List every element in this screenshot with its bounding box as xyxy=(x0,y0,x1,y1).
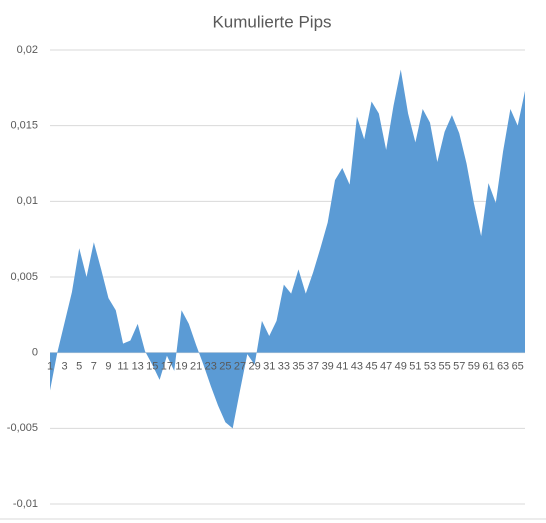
x-tick-label: 7 xyxy=(91,361,97,373)
area xyxy=(50,69,525,429)
x-tick-label: 31 xyxy=(263,361,275,373)
x-tick-label: 49 xyxy=(395,361,407,373)
x-tick-label: 21 xyxy=(190,361,202,373)
x-tick-label: 3 xyxy=(62,361,68,373)
x-tick-label: 43 xyxy=(351,361,363,373)
x-tick-label: 57 xyxy=(453,361,465,373)
x-tick-label: 61 xyxy=(482,361,494,373)
x-tick-label: 63 xyxy=(497,361,509,373)
x-tick-label: 45 xyxy=(365,361,377,373)
x-tick-label: 1 xyxy=(47,361,53,373)
x-tick-label: 33 xyxy=(278,361,290,373)
x-tick-label: 59 xyxy=(468,361,480,373)
chart-title: Kumulierte Pips xyxy=(212,12,331,31)
y-tick-label: -0,005 xyxy=(7,422,38,434)
x-tick-label: 47 xyxy=(380,361,392,373)
x-tick-label: 39 xyxy=(322,361,334,373)
x-tick-label: 51 xyxy=(409,361,421,373)
x-tick-label: 35 xyxy=(292,361,304,373)
x-tick-label: 53 xyxy=(424,361,436,373)
x-tick-label: 11 xyxy=(117,361,128,373)
y-tick-label: -0,01 xyxy=(13,498,38,510)
x-tick-label: 9 xyxy=(105,361,111,373)
x-tick-label: 25 xyxy=(219,361,231,373)
y-tick-label: 0,005 xyxy=(10,271,38,283)
y-tick-label: 0,015 xyxy=(10,120,38,132)
x-tick-label: 29 xyxy=(248,361,260,373)
x-tick-label: 5 xyxy=(76,361,82,373)
y-tick-label: 0,01 xyxy=(17,195,38,207)
y-tick-label: 0,02 xyxy=(17,44,38,56)
x-tick-label: 13 xyxy=(132,361,144,373)
x-tick-label: 19 xyxy=(175,361,187,373)
x-tick-label: 37 xyxy=(307,361,319,373)
x-tick-label: 23 xyxy=(205,361,217,373)
y-tick-label: 0 xyxy=(32,347,38,359)
x-tick-label: 27 xyxy=(234,361,246,373)
x-tick-label: 17 xyxy=(161,361,173,373)
x-tick-label: 55 xyxy=(438,361,450,373)
x-tick-label: 65 xyxy=(512,361,524,373)
x-tick-label: 41 xyxy=(336,361,348,373)
x-tick-label: 15 xyxy=(146,361,158,373)
